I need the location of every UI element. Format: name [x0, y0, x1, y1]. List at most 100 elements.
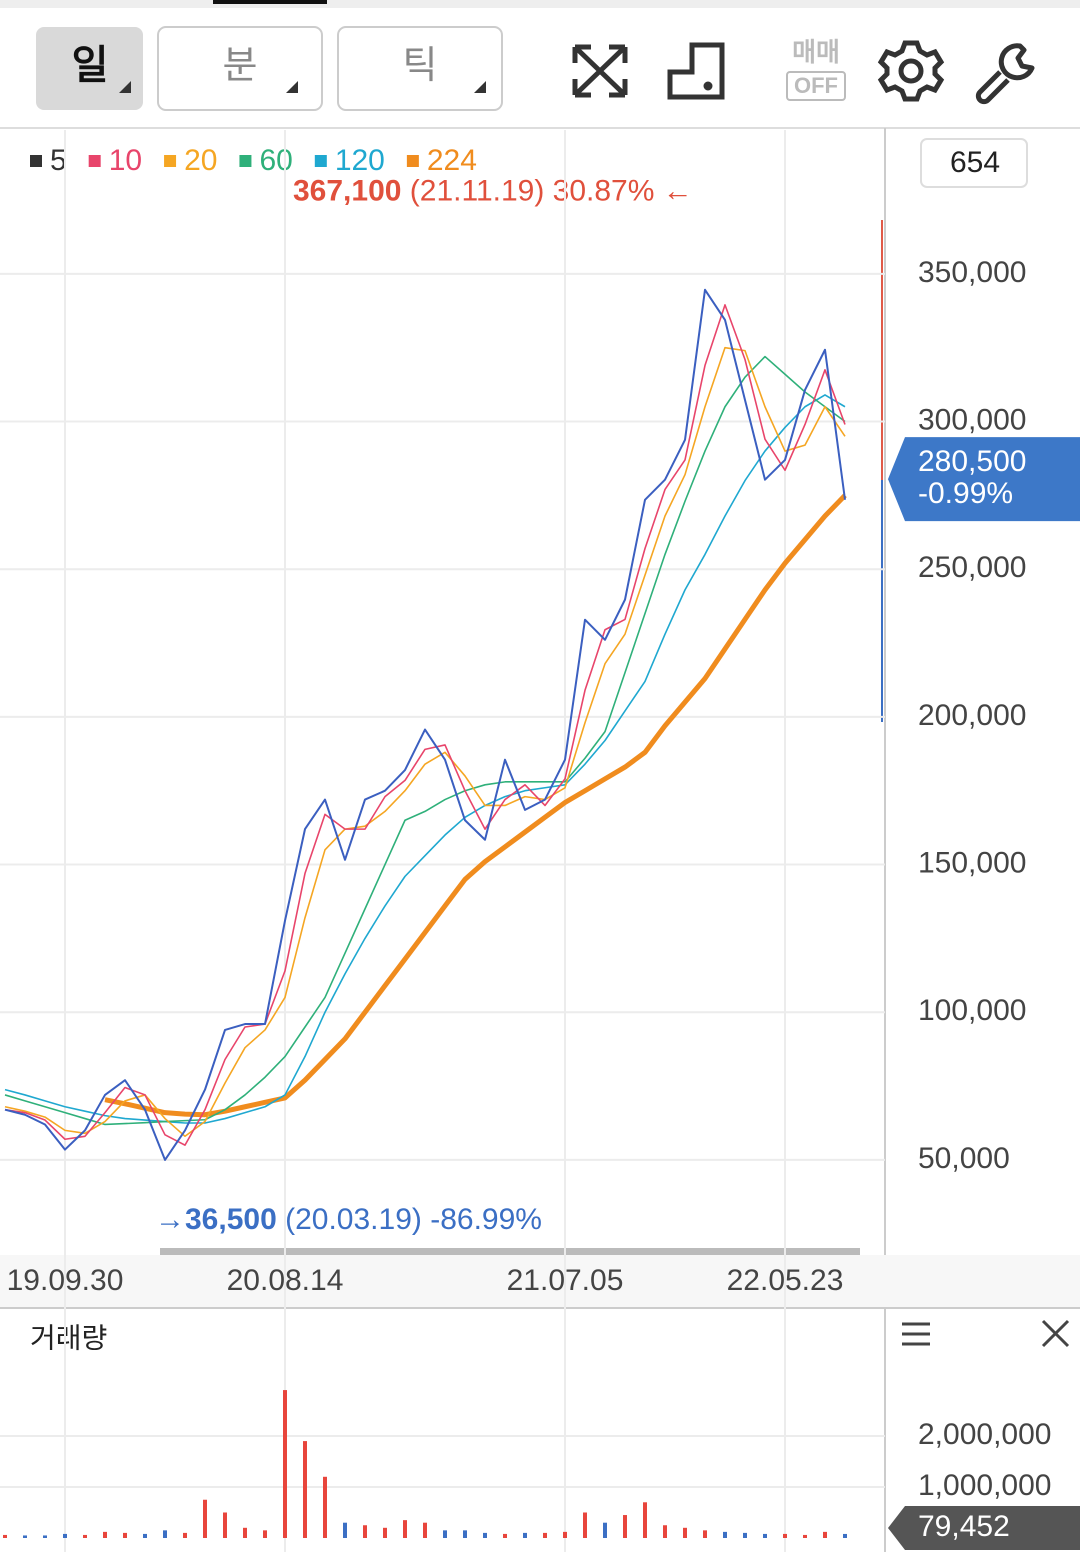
legend-label: 10 [109, 144, 142, 177]
volume-bar [823, 1531, 827, 1538]
trade-state: OFF [794, 73, 838, 98]
volume-bar [503, 1533, 507, 1538]
volume-bar [643, 1502, 647, 1538]
volume-bar [183, 1532, 187, 1538]
legend-swatch [88, 155, 101, 167]
volume-bar [83, 1534, 87, 1538]
volume-bar [723, 1531, 727, 1538]
trade-box[interactable] [786, 71, 846, 101]
y-tick-label: 200,000 [918, 699, 1026, 732]
legend-swatch [314, 155, 327, 167]
top-strip [0, 0, 1080, 8]
volume-bar [363, 1525, 367, 1538]
close-icon[interactable] [1041, 1319, 1070, 1348]
legend-label: 5 [50, 144, 67, 177]
x-tick-label: 19.09.30 [7, 1264, 124, 1297]
ma-line [4, 304, 846, 1146]
y-tick-label: 300,000 [918, 403, 1026, 436]
legend-label: 20 [184, 144, 217, 177]
volume-bar [463, 1530, 467, 1538]
ma-line [4, 288, 846, 1161]
y-tick-label: 150,000 [918, 846, 1026, 879]
x-tick-label: 20.08.14 [227, 1264, 344, 1297]
tab-tick[interactable] [337, 26, 503, 111]
legend-swatch [406, 155, 419, 167]
volume-bar [563, 1531, 567, 1538]
last-change: -0.99% [918, 477, 1013, 510]
high-date: (21.11.19) [410, 174, 545, 207]
volume-bar [103, 1531, 107, 1538]
scrollbar[interactable] [160, 1248, 860, 1255]
ma-line [104, 493, 847, 1118]
tab-label: 일 [72, 44, 109, 88]
low-date: (20.03.19) [285, 1203, 422, 1236]
trade-label: 매매 [792, 37, 840, 67]
tools-icon[interactable] [975, 43, 1035, 105]
volume-bar [143, 1533, 147, 1538]
volume-bar [603, 1522, 607, 1538]
legend-swatch [30, 155, 42, 167]
y-tick-label: 250,000 [918, 551, 1026, 584]
volume-bar [323, 1476, 327, 1538]
volume-bar [63, 1533, 67, 1538]
volume-bar [783, 1533, 787, 1538]
volume-title: 거래량 [30, 1322, 107, 1353]
volume-bar [3, 1534, 7, 1538]
volume-bar [383, 1527, 387, 1538]
tab-corner [119, 81, 131, 93]
tab-minute[interactable] [157, 26, 323, 111]
volume-bar [163, 1530, 167, 1538]
x-axis-band [0, 1255, 1080, 1307]
legend-label: 120 [335, 144, 385, 177]
volume-bar [443, 1530, 447, 1538]
volume-bar [763, 1533, 767, 1538]
low-change: -86.99% [430, 1203, 542, 1236]
tab-corner [474, 81, 486, 93]
legend-swatch [239, 155, 252, 167]
y-tick-label: 100,000 [918, 994, 1026, 1027]
badge: 654 [950, 146, 1000, 179]
legend-swatch [164, 155, 177, 167]
ma-line [4, 355, 846, 1126]
volume-bar [403, 1520, 407, 1538]
volume-bar [43, 1535, 47, 1538]
x-tick-label: 22.05.23 [727, 1264, 844, 1297]
volume-bar [203, 1499, 207, 1538]
volume-bar [223, 1512, 227, 1538]
last-price: 280,500 [918, 445, 1026, 478]
high-change: 30.87% [553, 174, 655, 207]
volume-bar [743, 1532, 747, 1538]
tab-indicator [213, 0, 327, 4]
settings-icon[interactable] [877, 40, 945, 102]
badge-box [920, 138, 1028, 188]
volume-bar [663, 1525, 667, 1538]
volume-bar [343, 1522, 347, 1538]
legend-label: 224 [427, 144, 477, 177]
volume-bar [23, 1535, 27, 1538]
legend-label: 60 [259, 144, 292, 177]
menu-icon[interactable] [902, 1322, 930, 1346]
high-arrow: ← [663, 174, 693, 207]
tab-corner [286, 81, 298, 93]
low-price: 36,500 [185, 1203, 277, 1236]
tab-label: 틱 [403, 45, 438, 87]
grid [0, 130, 885, 1552]
tab-day[interactable] [36, 27, 143, 110]
volume-bar [123, 1532, 127, 1538]
high-price: 367,100 [293, 174, 401, 207]
y-tick-label: 2,000,000 [918, 1418, 1051, 1451]
y-tick-label: 1,000,000 [918, 1469, 1051, 1502]
y-tick-label: 50,000 [918, 1142, 1010, 1175]
layout-icon[interactable] [667, 42, 725, 100]
volume-bar [703, 1530, 707, 1538]
high-annotation: 367,100 (21.11.19) 30.87% ← [293, 174, 693, 207]
volume-bar [423, 1522, 427, 1538]
tab-label: 분 [223, 45, 258, 87]
volume-bar [283, 1390, 287, 1538]
legend: 5 10 20 60 120 224 [30, 144, 477, 177]
ma-line [4, 394, 846, 1124]
volume-bar [623, 1515, 627, 1538]
low-arrow: → [155, 1203, 185, 1236]
fullscreen-icon[interactable] [572, 44, 628, 98]
last-price-box [888, 437, 1080, 522]
